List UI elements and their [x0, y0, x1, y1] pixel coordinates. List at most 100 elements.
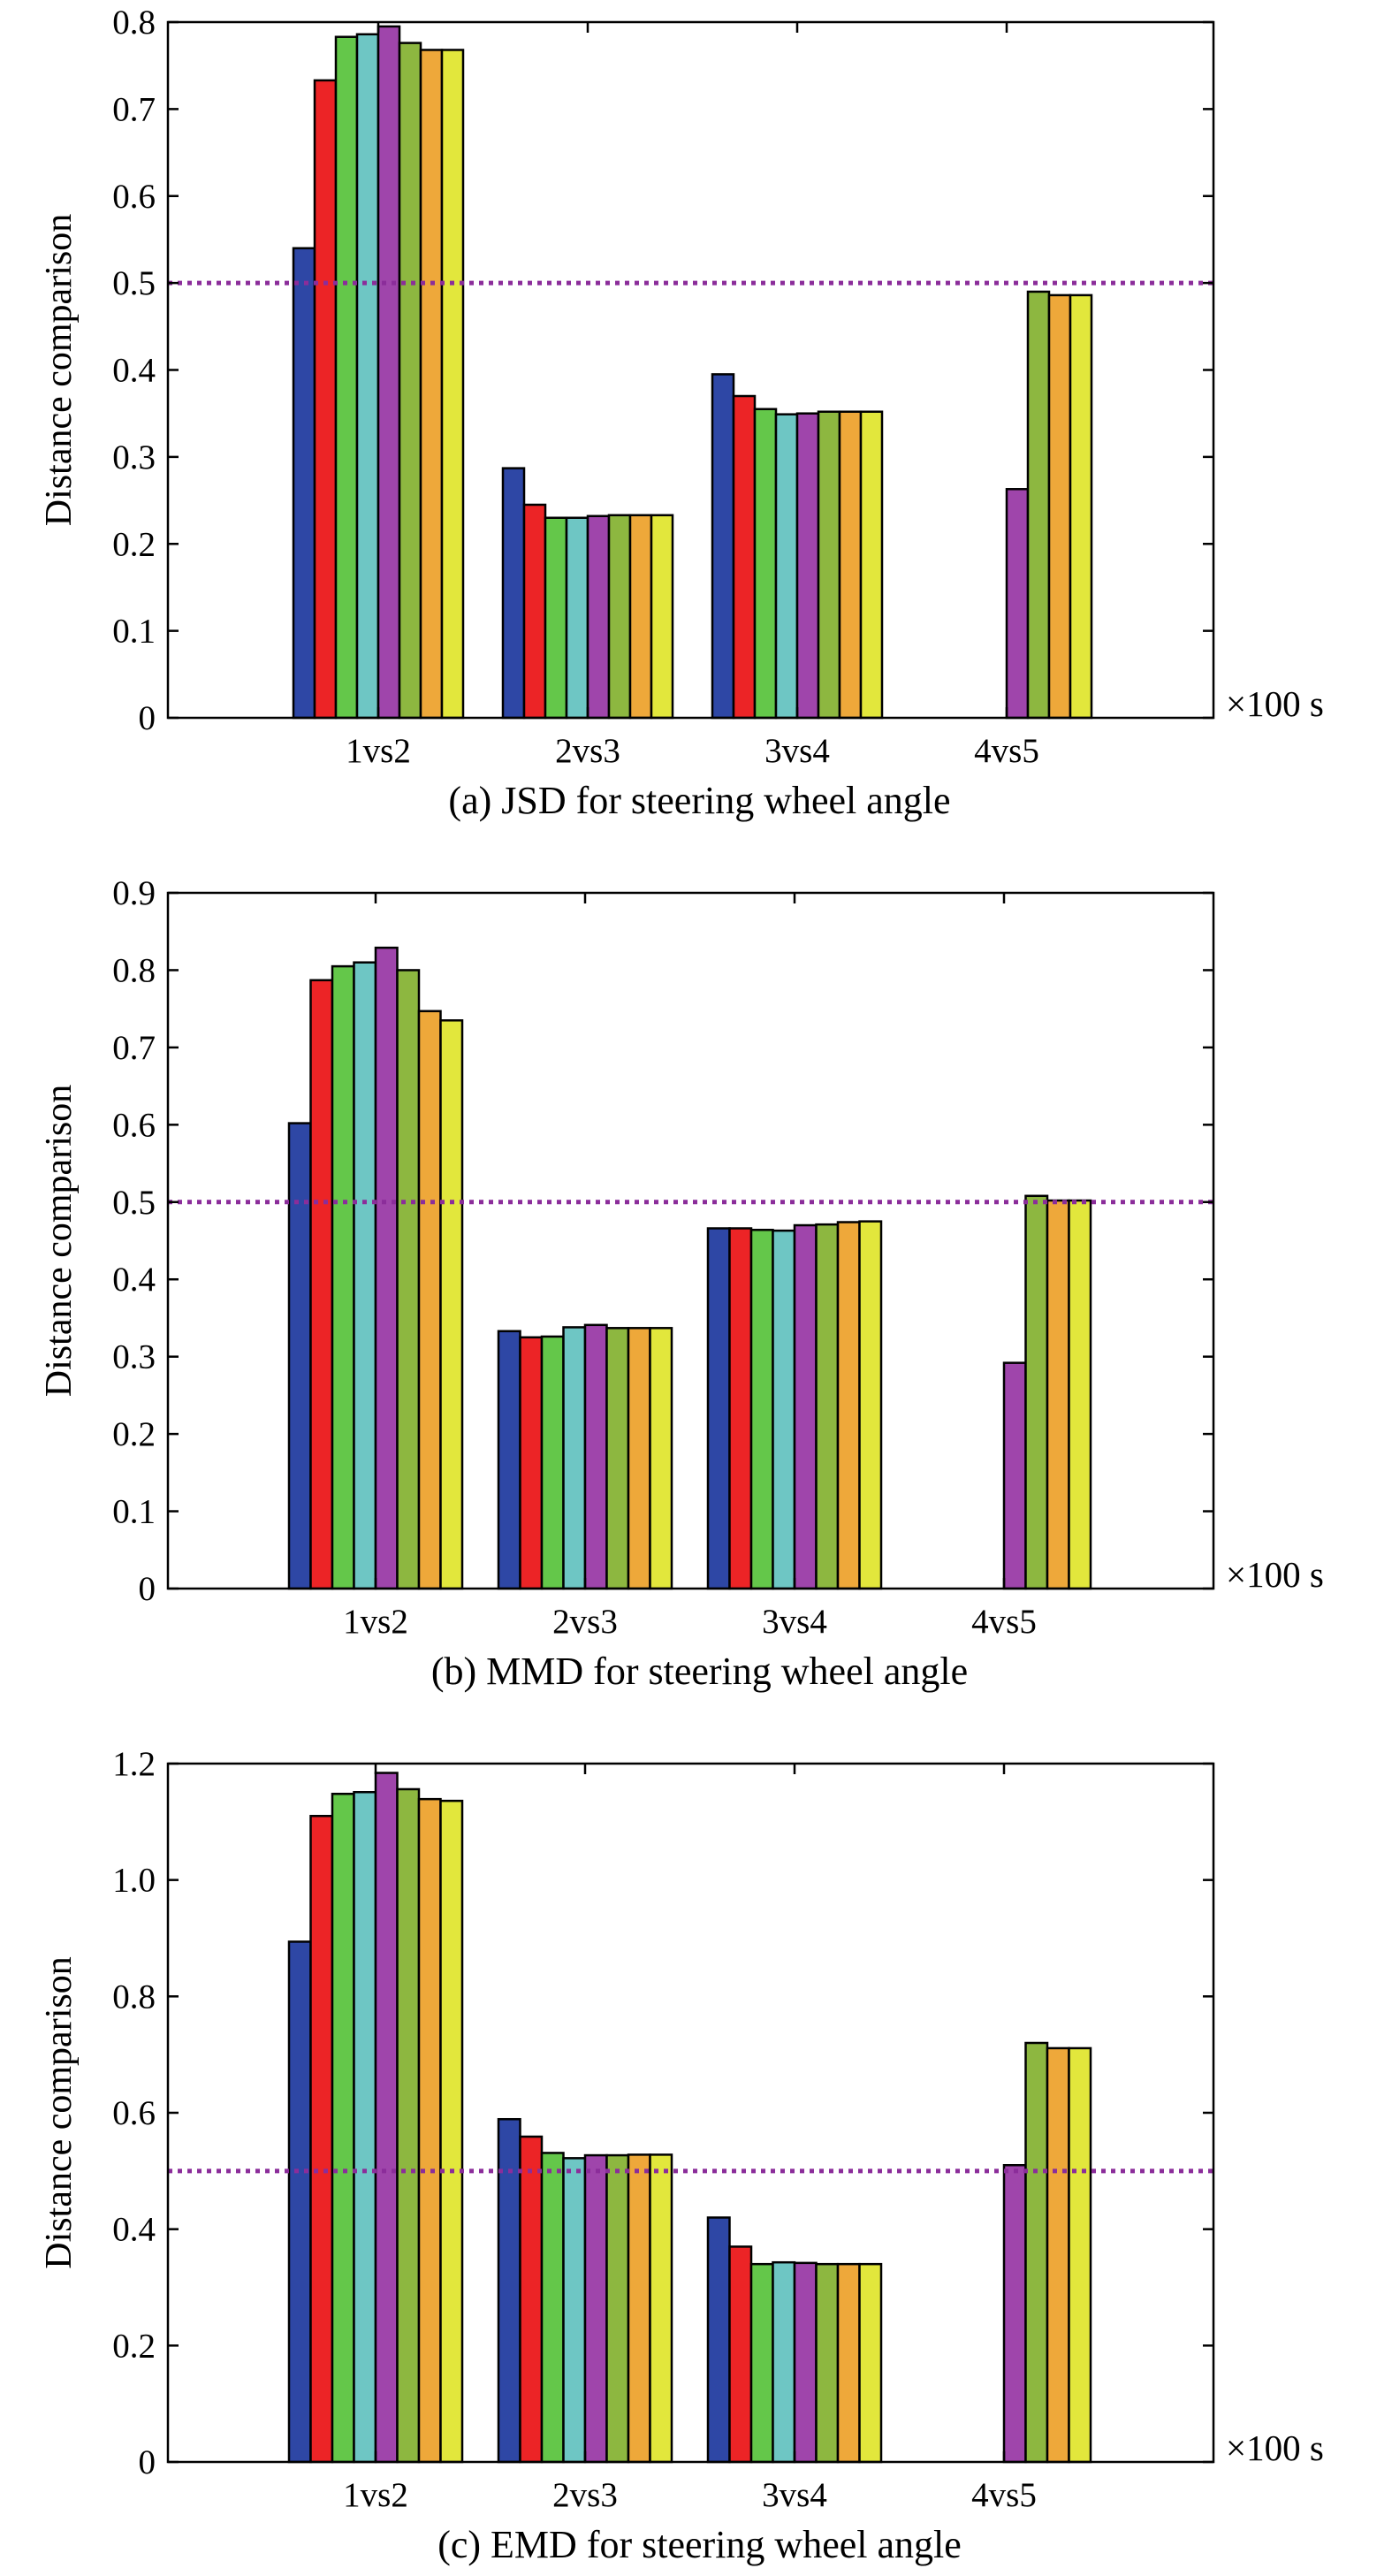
bar-2vs3-s4	[562, 2157, 587, 2464]
x-tick-label: 3vs4	[762, 1603, 827, 1641]
y-tick-label: 1.2	[112, 1745, 156, 1783]
bar-1vs2-s8	[439, 1799, 464, 2464]
bar-4vs5-s7	[1046, 2046, 1070, 2464]
y-tick-label: 0.4	[112, 352, 156, 390]
y-tick-label: 1.0	[112, 1862, 156, 1900]
x-tick-label: 4vs5	[971, 1603, 1037, 1641]
bar-1vs2-s3	[331, 1792, 355, 2464]
bar-3vs4-s8	[858, 2262, 883, 2464]
panel-emd: 0 0.2 0.4 0.6 0.8 1.0 1.2 1vs2 2vs3 3vs4 4vs5 ×100 …	[39, 1745, 1324, 2566]
y-tick-label: 0.8	[112, 951, 156, 989]
bar-4vs5-s6	[1024, 2041, 1049, 2464]
chart-caption: (a) JSD for steering wheel angle	[448, 779, 950, 822]
bar-3vs4-s7	[836, 2262, 861, 2464]
bar-2vs3-s4	[562, 1326, 587, 1590]
x-tick-label: 4vs5	[971, 2476, 1037, 2514]
y-axis-title: Distance comparison	[39, 1085, 80, 1397]
bar-1vs2-s4	[355, 33, 380, 720]
bar-2vs3-s6	[605, 2153, 630, 2464]
bar-2vs3-s8	[650, 514, 674, 720]
bar-3vs4-s5	[793, 1223, 818, 1590]
bar-3vs4-s3	[749, 2262, 774, 2464]
bar-2vs3-s6	[607, 514, 632, 720]
bar-3vs4-s4	[772, 1229, 796, 1590]
bar-1vs2-s6	[396, 1787, 421, 2464]
y-tick-label: 0.2	[112, 2327, 156, 2365]
bar-1vs2-s6	[396, 969, 421, 1590]
bar-2vs3-s8	[649, 1327, 673, 1590]
y-tick-label: 0.8	[112, 1978, 156, 2016]
bar-1vs2-s2	[313, 79, 338, 720]
bar-2vs3-s7	[627, 1327, 651, 1590]
y-tick-label: 0.4	[112, 2211, 156, 2249]
x-tick-label: 2vs3	[552, 1603, 618, 1641]
bar-4vs5-s7	[1046, 1199, 1070, 1590]
y-tick-label: 0.9	[112, 874, 156, 912]
y-tick-label: 0.3	[112, 438, 156, 476]
bar-1vs2-s2	[309, 1815, 334, 2464]
chart-caption: (c) EMD for steering wheel angle	[437, 2523, 962, 2566]
bar-1vs2-s7	[417, 1010, 442, 1590]
y-tick-label: 0.8	[112, 4, 156, 42]
bar-3vs4-s4	[774, 413, 799, 720]
bar-4vs5-s5	[1002, 2164, 1027, 2464]
bar-3vs4-s6	[815, 2262, 840, 2464]
x-tick-label: 1vs2	[343, 2476, 408, 2514]
bar-1vs2-s5	[377, 25, 401, 720]
bar-3vs4-s7	[836, 1221, 861, 1590]
x-tick-label: 3vs4	[762, 2476, 827, 2514]
y-tick-label: 0.7	[112, 90, 156, 128]
y-tick-label: 0	[139, 699, 156, 737]
bar-2vs3-s2	[519, 1336, 544, 1590]
bar-3vs4-s8	[859, 410, 884, 720]
bar-3vs4-s7	[838, 410, 863, 720]
x-tick-label: 2vs3	[555, 732, 620, 770]
bar-2vs3-s3	[544, 516, 568, 720]
y-tick-label: 0.4	[112, 1261, 156, 1299]
y-tick-label: 0.6	[112, 1106, 156, 1144]
bar-2vs3-s7	[628, 514, 653, 720]
y-tick-label: 0.6	[112, 178, 156, 216]
bar-2vs3-s4	[565, 516, 590, 720]
y-tick-label: 0.5	[112, 264, 156, 302]
y-tick-label: 0.1	[112, 1493, 156, 1531]
y-axis-title: Distance comparison	[39, 214, 80, 526]
bar-1vs2-s3	[334, 35, 359, 720]
bar-3vs4-s1	[706, 2216, 731, 2464]
bar-2vs3-s6	[605, 1327, 630, 1590]
bar-3vs4-s2	[732, 394, 757, 720]
bar-4vs5-s6	[1026, 290, 1051, 720]
bar-2vs3-s1	[501, 467, 526, 720]
y-tick-label: 0.2	[112, 1415, 156, 1453]
bar-2vs3-s5	[583, 2153, 608, 2464]
bar-3vs4-s4	[772, 2260, 796, 2464]
y-tick-label: 0.3	[112, 1338, 156, 1376]
y-tick-label: 0.1	[112, 613, 156, 651]
x-tick-label: 1vs2	[343, 1603, 408, 1641]
bar-3vs4-s2	[728, 1227, 753, 1590]
x-unit-label: ×100 s	[1226, 683, 1324, 724]
bar-4vs5-s8	[1069, 293, 1093, 720]
panel-jsd: 0 0.1 0.2 0.3 0.4 0.5 0.6 0.7 0.8 1vs2 2vs3 3vs4 4vs…	[39, 4, 1324, 822]
plot-frame	[166, 891, 1215, 1590]
bar-3vs4-s1	[711, 373, 735, 720]
bar-4vs5-s7	[1047, 293, 1072, 720]
y-tick-label: 0	[139, 1570, 156, 1608]
y-axis-title: Distance comparison	[39, 1956, 80, 2268]
bar-3vs4-s3	[749, 1229, 774, 1590]
panel-mmd: 0 0.1 0.2 0.3 0.4 0.5 0.6 0.7 0.8 0.9 1vs2 2vs3 3vs4…	[39, 874, 1324, 1693]
chart-caption: (b) MMD for steering wheel angle	[431, 1650, 968, 1693]
bar-1vs2-s1	[287, 1122, 312, 1590]
bar-2vs3-s1	[497, 1330, 521, 1590]
y-tick-label: 0.2	[112, 525, 156, 563]
bar-3vs4-s5	[795, 412, 820, 720]
bar-2vs3-s5	[586, 514, 611, 720]
bar-1vs2-s5	[374, 946, 399, 1590]
bar-2vs3-s7	[627, 2153, 651, 2464]
bar-3vs4-s2	[728, 2245, 753, 2464]
bar-1vs2-s1	[287, 1940, 312, 2464]
bar-4vs5-s5	[1002, 1361, 1027, 1590]
bar-2vs3-s3	[540, 2152, 565, 2464]
x-tick-label: 4vs5	[974, 732, 1039, 770]
